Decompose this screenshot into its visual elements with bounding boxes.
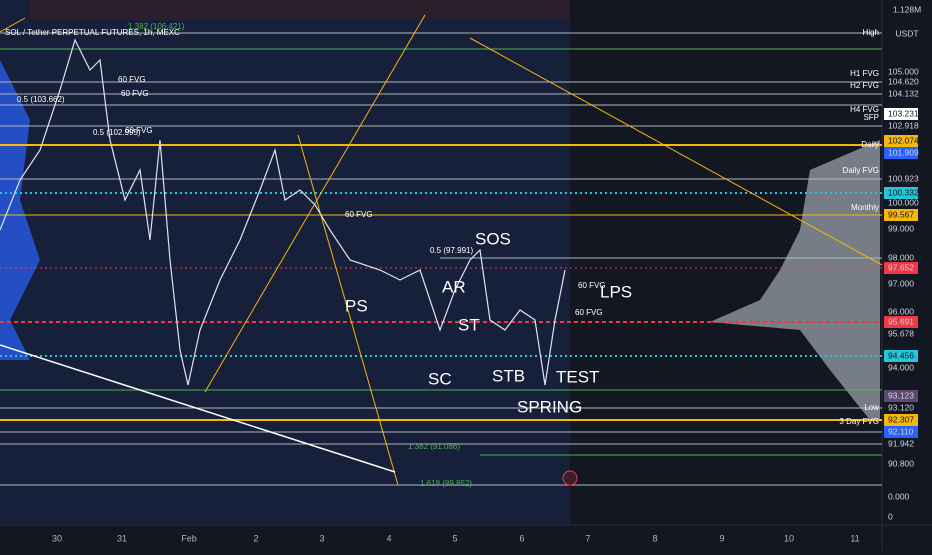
currency-button[interactable]: USDT [895,28,918,38]
time-label: Feb [181,533,197,543]
price-label: 97.000 [888,278,914,288]
price-label: 98.000 [888,252,914,262]
time-label: 5 [452,533,457,543]
volume-axis-label: 0 [888,511,893,521]
wyckoff-label: STB [492,366,525,385]
price-label: 105.000 [888,66,919,76]
wyckoff-label: LPS [600,282,632,301]
price-tag [884,350,918,362]
price-label: 104.132 [888,88,919,98]
price-label: 104.620 [888,76,919,86]
level-label: Daily [861,140,879,149]
level-label: Low [864,403,879,412]
price-label: 102.074 [888,135,919,145]
price-label: 94.456 [888,350,914,360]
price-tag [884,187,918,199]
price-label: 95.678 [888,328,914,338]
fib-label: 0.5 (102.995) [93,128,141,137]
time-label: 2 [253,533,258,543]
level-label: H4 FVG [850,105,879,114]
wyckoff-label: SOS [475,229,511,248]
price-tag [884,135,918,147]
price-tag [884,108,918,120]
fib-label: 1.618 (89.852) [420,479,472,488]
wyckoff-label: ST [458,315,480,334]
time-label: 3 [319,533,324,543]
volume-strip [30,0,570,20]
fib-label: 1.382 (106.421) [128,22,185,31]
fvg-label: 60 FVG [345,210,373,219]
fib-label: 1.382 (91.086) [408,442,460,451]
price-label: 99.567 [888,209,914,219]
volume-profile [710,140,880,420]
volume-axis-label: 0.000 [888,491,910,501]
time-label: 31 [117,533,127,543]
price-label: 94.000 [888,362,914,372]
wyckoff-label: SPRING [517,397,582,416]
volume-profile [0,60,40,360]
symbol-title: SOL / Tether PERPETUAL FUTURES, 1h, MEXC [5,28,180,37]
fvg-label: 60 FVG [578,281,606,290]
level-label: H1 FVG [850,69,879,78]
price-label: 93.123 [888,390,914,400]
level-label: Monthly [851,203,879,212]
fvg-label: 60 FVG [125,126,153,135]
time-label: 7 [585,533,590,543]
price-tag [884,262,918,274]
time-label: 4 [386,533,391,543]
wyckoff-label: SC [428,369,452,388]
fib-label: 0.5 (97.991) [430,246,473,255]
level-label: Daily FVG [843,166,879,175]
fib-label: 0.5 (103.662) [17,95,65,104]
price-axis [882,0,932,550]
level-label: High [863,28,879,37]
level-label: SFP [863,113,879,122]
price-label: 99.000 [888,223,914,233]
chart-area [0,0,570,525]
alert-icon[interactable] [562,470,578,486]
fvg-label: 60 FVG [575,308,603,317]
price-label: 100.923 [888,173,919,183]
time-label: 11 [850,533,859,543]
price-tag [884,147,918,159]
levels [0,14,883,486]
price-path [0,38,566,386]
price-label: 100.332 [888,187,919,197]
volume-label: 1.128M [893,4,921,14]
time-label: 6 [519,533,524,543]
level-label: H2 FVG [850,81,879,90]
time-label: 9 [719,533,724,543]
price-label: 100.000 [888,197,919,207]
price-label: 93.120 [888,402,914,412]
wyckoff-label: PS [345,296,368,315]
time-label: 8 [652,533,657,543]
price-label: 91.942 [888,438,914,448]
wyckoff-label: AR [442,277,466,296]
price-tag [884,390,918,402]
fvg-label: 60 FVG [118,75,146,84]
price-label: 92.307 [888,414,914,424]
price-label: 90.800 [888,458,914,468]
price-tag [884,209,918,221]
level-label: 3 Day FVG [839,417,879,426]
fvg-label: 60 FVG [121,89,149,98]
time-label: 10 [784,533,794,543]
price-label: 95.691 [888,316,914,326]
price-label: 102.918 [888,120,919,130]
price-label: 103.231 [888,108,919,118]
price-label: 96.000 [888,306,914,316]
price-tag [884,426,918,438]
price-tag [884,316,918,328]
wyckoff-label: TEST [556,367,599,386]
price-label: 97.652 [888,262,914,272]
price-label: 92.110 [888,426,914,436]
price-label: 101.909 [888,147,919,157]
price-tag [884,414,918,426]
time-label: 30 [52,533,62,543]
